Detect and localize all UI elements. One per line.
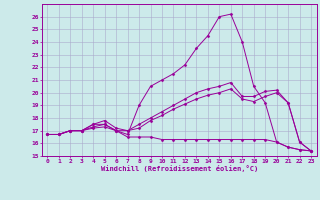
X-axis label: Windchill (Refroidissement éolien,°C): Windchill (Refroidissement éolien,°C) [100, 165, 258, 172]
